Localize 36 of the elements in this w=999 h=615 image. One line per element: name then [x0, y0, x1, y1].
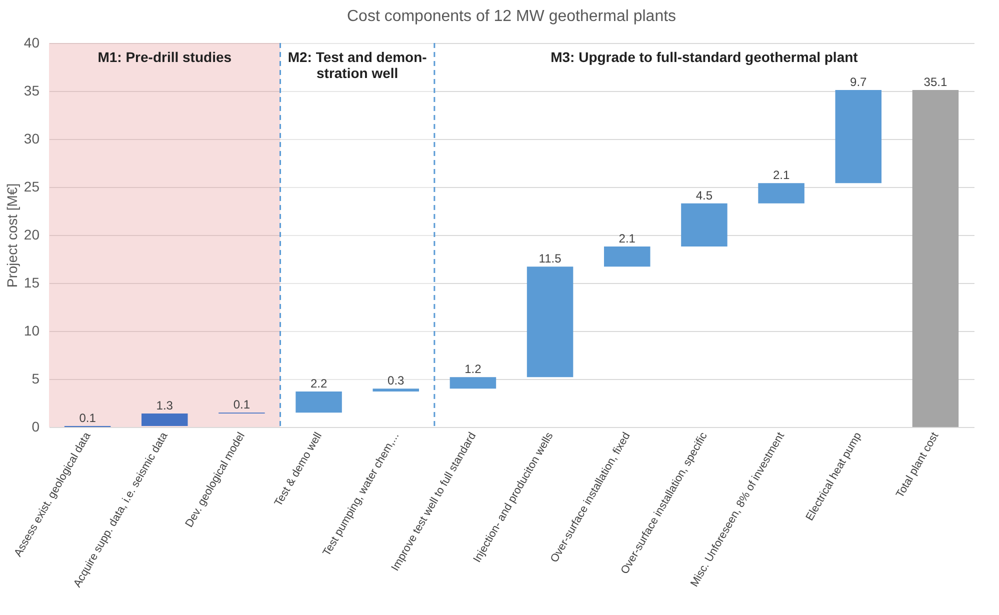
data-label: 0.1	[233, 398, 250, 412]
y-tick-label: 0	[32, 418, 40, 434]
bar	[142, 414, 188, 426]
bar	[912, 90, 959, 427]
y-tick-label: 20	[24, 226, 40, 242]
y-tick-label: 30	[24, 130, 40, 146]
chart-title: Cost components of 12 MW geothermal plants	[346, 8, 676, 25]
data-label: 2.1	[618, 232, 636, 246]
annotation: M3: Upgrade to full-standard geothermal plant	[550, 49, 858, 65]
bar	[296, 391, 342, 413]
band-label: M2: Test and demon- stration well	[288, 49, 428, 81]
data-label: 1.3	[156, 398, 174, 413]
y-tick-label: 35	[24, 82, 40, 98]
y-tick-label: 5	[32, 370, 40, 386]
band-label: M1: Pre-drill studies	[98, 49, 232, 65]
data-label: 11.5	[538, 252, 562, 266]
bar	[372, 388, 419, 392]
data-label: 1.2	[464, 362, 482, 376]
data-label: 0.1	[79, 411, 96, 426]
bar	[450, 377, 496, 389]
data-label: 2.1	[772, 168, 790, 182]
data-label: 9.7	[850, 75, 868, 90]
y-tick-label: 25	[24, 178, 40, 194]
data-label: 2.2	[310, 376, 328, 390]
data-label: 4.5	[696, 188, 713, 202]
y-axis-title: Project cost [M€]	[4, 183, 20, 288]
bar	[604, 246, 650, 267]
y-tick-label: 15	[24, 274, 40, 290]
bar	[681, 203, 728, 247]
bar	[835, 90, 882, 184]
data-label: 0.3	[388, 374, 405, 388]
data-label: 35.1	[924, 75, 948, 90]
y-tick-label: 10	[24, 322, 40, 338]
y-tick-label: 40	[24, 34, 40, 50]
bar	[526, 266, 574, 378]
bar	[758, 183, 804, 204]
